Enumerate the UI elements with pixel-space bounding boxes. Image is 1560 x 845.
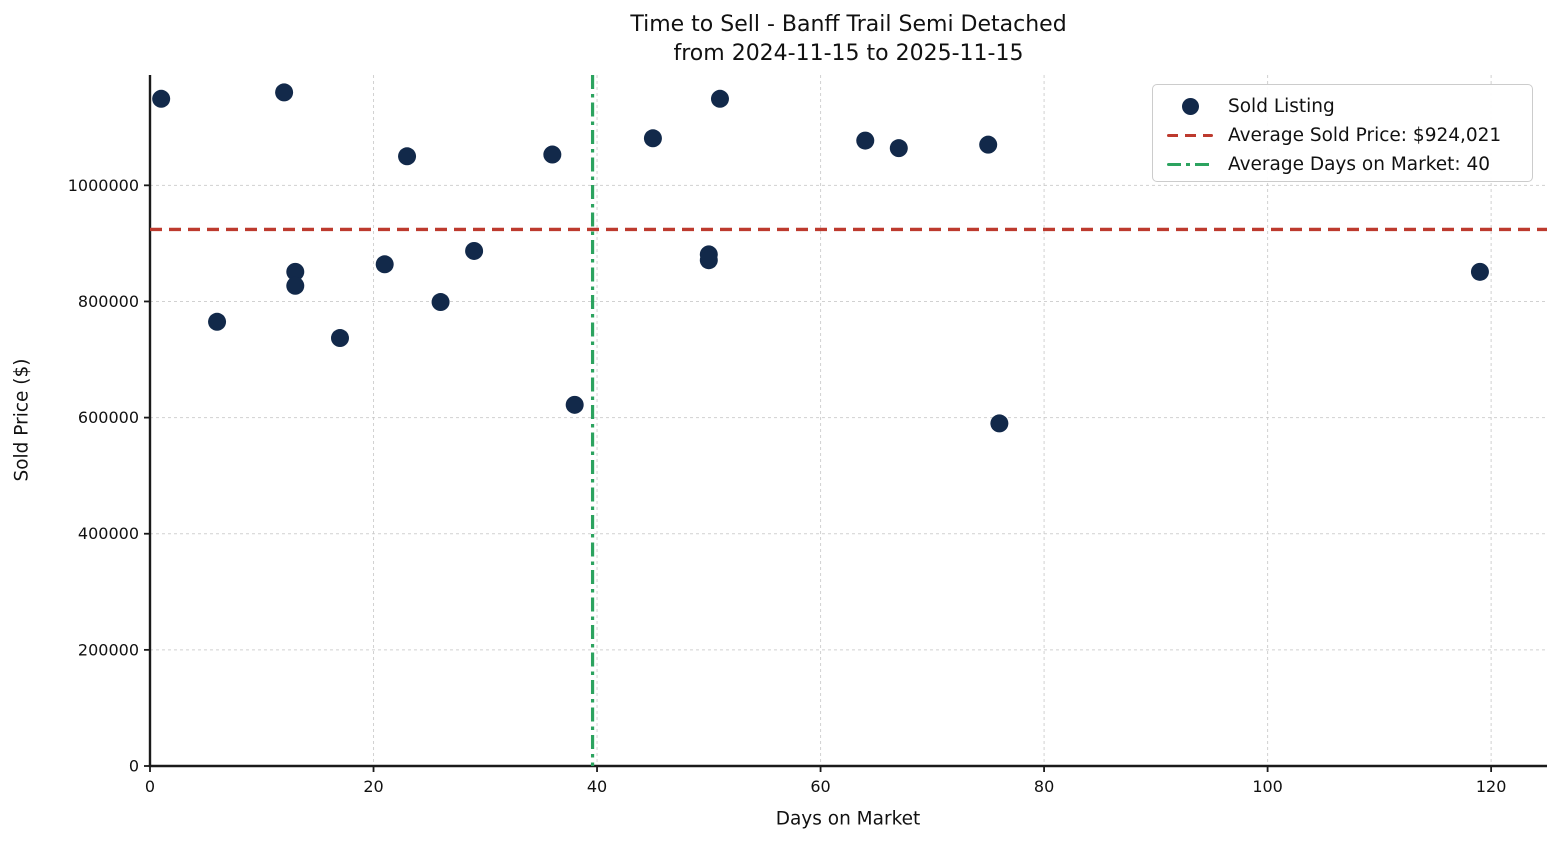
dashed-line-icon	[1167, 133, 1213, 138]
y-axis-label: Sold Price ($)	[11, 358, 33, 482]
x-tick-label: 80	[1034, 777, 1054, 796]
scatter-point-sold-listing	[330, 329, 349, 348]
scatter-point-sold-listing	[710, 89, 729, 108]
scatter-point-sold-listing	[398, 147, 417, 166]
sold-listing-marker-icon	[1181, 98, 1199, 115]
x-tick-label: 60	[810, 777, 830, 796]
x-tick-label: 40	[587, 777, 607, 796]
scatter-point-sold-listing	[465, 241, 484, 260]
y-tick-label: 600000	[78, 408, 139, 427]
y-tick-label: 0	[129, 757, 139, 776]
scatter-point-sold-listing	[699, 251, 718, 270]
chart-title-line1: Time to Sell - Banff Trail Semi Detached	[630, 12, 1067, 37]
x-tick-label: 100	[1252, 777, 1283, 796]
scatter-point-sold-listing	[643, 129, 662, 148]
scatter-point-sold-listing	[889, 139, 908, 158]
scatter-point-sold-listing	[979, 135, 998, 154]
y-tick-label: 1000000	[68, 176, 139, 195]
scatter-point-sold-listing	[990, 414, 1009, 433]
y-tick-label: 200000	[78, 640, 139, 659]
scatter-point-sold-listing	[543, 145, 562, 164]
chart-title-line2: from 2024-11-15 to 2025-11-15	[673, 41, 1024, 66]
scatter-point-sold-listing	[1470, 262, 1489, 281]
legend-item-sold-listing: Sold Listing	[1153, 92, 1532, 121]
scatter-point-sold-listing	[565, 395, 584, 414]
legend-item-average-sold-price: Average Sold Price: $924,021	[1153, 121, 1532, 150]
scatter-point-sold-listing	[375, 255, 394, 274]
y-tick-label: 400000	[78, 524, 139, 543]
legend: Sold Listing Average Sold Price: $924,02…	[1152, 84, 1533, 182]
legend-label-sold-listing: Sold Listing	[1228, 96, 1335, 117]
legend-label-average-days-on-market: Average Days on Market: 40	[1228, 154, 1491, 175]
scatter-point-sold-listing	[286, 276, 305, 295]
legend-label-average-sold-price: Average Sold Price: $924,021	[1228, 125, 1502, 146]
x-tick-label: 120	[1476, 777, 1507, 796]
dashdot-line-icon	[1167, 162, 1213, 167]
x-axis-label: Days on Market	[775, 808, 921, 830]
scatter-point-sold-listing	[208, 312, 227, 331]
x-tick-label: 0	[145, 777, 155, 796]
scatter-point-sold-listing	[152, 89, 171, 108]
legend-item-average-days-on-market: Average Days on Market: 40	[1153, 150, 1532, 179]
scatter-point-sold-listing	[856, 131, 875, 150]
scatter-point-sold-listing	[275, 83, 294, 102]
x-tick-label: 20	[363, 777, 383, 796]
scatter-point-sold-listing	[286, 262, 305, 281]
y-tick-label: 800000	[78, 292, 139, 311]
chart-title: Time to Sell - Banff Trail Semi Detached…	[150, 10, 1547, 68]
scatter-point-sold-listing	[431, 293, 450, 312]
